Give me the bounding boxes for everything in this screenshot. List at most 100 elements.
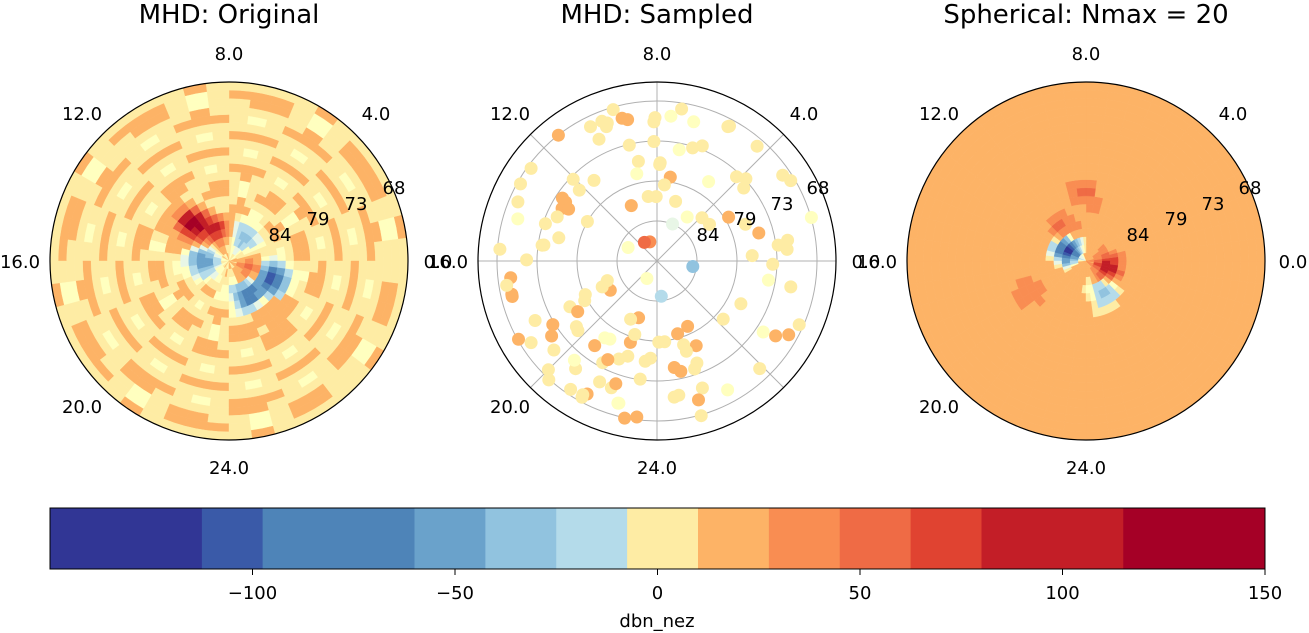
heatmap-cell xyxy=(1174,248,1184,262)
heatmap-cell xyxy=(1118,260,1127,267)
heatmap-cell xyxy=(222,301,230,311)
sample-point xyxy=(584,120,597,134)
colorbar-tick-label: 50 xyxy=(849,583,872,604)
sample-point xyxy=(766,257,780,271)
heatmap-cell xyxy=(1134,253,1144,262)
heatmap-cell xyxy=(1198,260,1209,278)
theta-tick-label: 24.0 xyxy=(209,458,249,479)
heatmap-cell xyxy=(1190,260,1201,277)
heatmap-cell xyxy=(114,260,125,277)
heatmap-cell xyxy=(1126,260,1136,268)
sample-point xyxy=(686,141,700,155)
sample-point xyxy=(524,336,538,350)
heatmap-cell xyxy=(228,106,250,117)
heatmap-cell xyxy=(228,309,237,319)
sample-point xyxy=(804,211,818,224)
heatmap-cell xyxy=(1230,240,1241,262)
heatmap-cell xyxy=(228,122,248,133)
heatmap-cell xyxy=(221,309,230,319)
sample-point xyxy=(690,356,704,370)
heatmap-cell xyxy=(220,195,230,205)
heatmap-cell xyxy=(931,240,942,262)
heatmap-cell xyxy=(228,171,241,181)
heatmap-cell xyxy=(1078,203,1087,213)
heatmap-cell xyxy=(996,260,1006,273)
sample-point xyxy=(542,373,556,387)
heatmap-cell xyxy=(1069,138,1087,149)
heatmap-cell xyxy=(1158,250,1168,262)
heatmap-cell xyxy=(1085,114,1106,125)
panel-mhd-sampled: MHD: Sampled 8.0 12.0 4.0 16.0 0.0 20.0 … xyxy=(428,0,880,479)
heatmap-cell xyxy=(1075,179,1087,189)
theta-tick-label: 4.0 xyxy=(1219,104,1248,125)
sample-point xyxy=(792,318,806,332)
heatmap-cell xyxy=(1004,260,1014,272)
heatmap-cell xyxy=(221,203,230,213)
heatmap-cell xyxy=(1214,242,1225,262)
heatmap-cell xyxy=(309,260,319,273)
theta-tick-label: 8.0 xyxy=(643,44,672,65)
heatmap-cell xyxy=(155,251,165,262)
sample-point xyxy=(580,215,594,228)
sample-point xyxy=(493,242,507,256)
heatmap-cell xyxy=(261,260,270,267)
sample-point xyxy=(734,297,748,311)
theta-tick-label: 0.0 xyxy=(1279,252,1308,273)
heatmap-cell xyxy=(1158,260,1168,272)
heatmap-cell xyxy=(206,422,230,433)
sample-point xyxy=(753,362,767,376)
heatmap-cell xyxy=(923,260,933,283)
heatmap-cell xyxy=(214,357,230,367)
sample-point xyxy=(615,111,629,125)
sample-point xyxy=(637,235,651,249)
sample-point xyxy=(776,168,790,182)
heatmap-cell xyxy=(317,260,327,274)
panel-title: MHD: Original xyxy=(139,0,320,30)
heatmap-cell xyxy=(1063,422,1087,433)
heatmap-cell xyxy=(1080,293,1087,302)
theta-tick-label: 0.0 xyxy=(424,252,453,273)
heatmap-cell xyxy=(228,146,245,157)
heatmap-cell xyxy=(1085,106,1107,117)
heatmap-cell xyxy=(228,163,242,173)
heatmap-cell xyxy=(66,239,76,262)
r-tick-label: 73 xyxy=(345,194,368,215)
heatmap-cell xyxy=(1206,243,1217,262)
colorbar-tick-label: 0 xyxy=(652,583,663,604)
heatmap-cell xyxy=(1142,252,1152,262)
heatmap-cell xyxy=(210,122,230,133)
heatmap-cell xyxy=(988,260,998,274)
sample-point xyxy=(541,363,555,377)
heatmap-cell xyxy=(228,397,249,408)
heatmap-cell xyxy=(228,389,248,400)
theta-tick-label: 16.0 xyxy=(0,252,40,273)
sample-point xyxy=(721,383,735,397)
heatmap-cell xyxy=(1073,349,1087,359)
heatmap-cell xyxy=(971,245,982,262)
sample-point xyxy=(514,177,527,191)
panel-mhd-original: MHD: Original 8.0 12.0 4.0 16.0 0.0 20.0… xyxy=(0,0,452,479)
heatmap-cell xyxy=(1222,260,1233,281)
heatmap-cell xyxy=(1085,138,1103,149)
heatmap-cell xyxy=(228,130,247,141)
heatmap-cell xyxy=(1182,260,1192,276)
heatmap-cell xyxy=(82,241,93,262)
sample-point xyxy=(535,238,549,252)
sample-point xyxy=(666,217,679,231)
heatmap-cell xyxy=(1064,414,1087,424)
heatmap-cell xyxy=(1085,309,1094,319)
heatmap-cell xyxy=(228,98,251,108)
heatmap-cell xyxy=(66,260,76,283)
r-tick-label: 79 xyxy=(1165,209,1188,230)
heatmap-cell xyxy=(1036,254,1046,262)
sample-point xyxy=(520,253,534,267)
sample-point xyxy=(664,109,678,123)
heatmap-cell xyxy=(1076,325,1087,335)
heatmap-cell xyxy=(1085,349,1099,359)
heatmap-cell xyxy=(207,414,230,424)
sample-point xyxy=(630,410,644,424)
theta-tick-label: 0.0 xyxy=(852,252,881,273)
heatmap-cell xyxy=(1214,260,1225,280)
heatmap-cell xyxy=(106,244,117,262)
